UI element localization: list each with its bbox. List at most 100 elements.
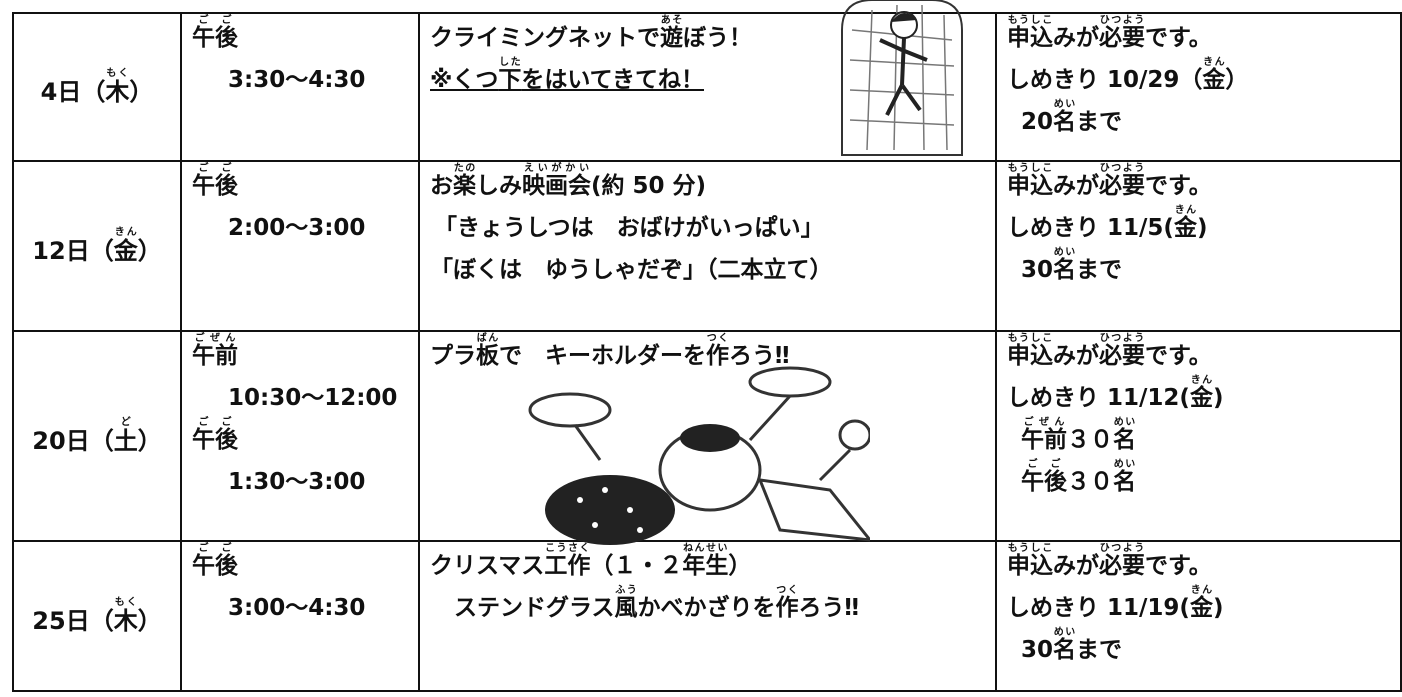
text: ） [137, 236, 162, 265]
time-cell: 午後ごご 2:00～3:00 [180, 160, 420, 332]
text: クライミングネットで [430, 25, 660, 51]
line: 午後ごご [192, 162, 418, 204]
furigana: ごご [192, 417, 238, 428]
line: 3:30～4:30 [192, 56, 418, 98]
text: ３０ [1067, 469, 1113, 495]
base-text: 年生 [682, 553, 729, 579]
furigana: きん [1173, 205, 1197, 216]
text: ) [1196, 215, 1208, 241]
text: しめきり 11/12( [1007, 385, 1190, 411]
ruby-text: 申込もうしこ [1007, 544, 1053, 580]
application-cell: 申込もうしこみが必要ひつようです。 しめきり 11/12(金きん) 午前ごぜん３０名… [995, 330, 1402, 542]
base-text: 金 [1189, 595, 1213, 621]
base-text: 板 [476, 343, 499, 369]
ruby-text: 午後ごご [192, 544, 238, 580]
ruby-text: 必要ひつよう [1099, 544, 1145, 580]
text: 3:30～4:30 [228, 67, 366, 93]
text: 「きょうしつは おばけがいっぱい」 [434, 215, 824, 241]
base-text: 午前 [192, 343, 238, 369]
furigana: きん [113, 226, 138, 238]
line: 20名めいまで [1007, 98, 1400, 140]
application-cell: 申込もうしこみが必要ひつようです。 しめきり 10/29（金きん） 20名めいまで [995, 12, 1402, 162]
base-text: 午後 [1021, 469, 1067, 495]
furigana: えいがかい [522, 163, 591, 174]
ruby-text: 工作こうさく [544, 544, 591, 580]
furigana: ひつよう [1099, 333, 1145, 344]
furigana: ごご [192, 543, 238, 554]
ruby-text: 午後ごご [192, 164, 238, 200]
line: 午後ごご [192, 542, 418, 584]
base-text: 工作 [544, 553, 591, 579]
furigana: ごぜん [1021, 417, 1067, 428]
climbing-illustration [841, 0, 963, 156]
base-text: 映画会 [522, 173, 591, 199]
text: （１・２ [590, 553, 683, 579]
line: 午前ごぜん [192, 332, 418, 374]
schedule-row: 4日（木もく） 午後ごご 3:30～4:30 クライミングネットで遊あそぼう！ ※くつ下… [12, 12, 1402, 162]
base-text: 申込 [1007, 25, 1053, 51]
line: 午後ごご３０名めい [1007, 458, 1400, 500]
ruby-text: 午後ごご [192, 418, 238, 454]
base-text: 名 [1113, 469, 1136, 495]
ruby-text: 年生ねんせい [682, 544, 729, 580]
ruby-text: 作つく [775, 586, 799, 622]
furigana: ごご [192, 15, 238, 26]
base-text: 午後 [192, 173, 238, 199]
base-text: 必要 [1099, 25, 1145, 51]
line: しめきり 11/19(金きん) [1007, 584, 1400, 626]
text: しめきり 11/19( [1007, 595, 1190, 621]
line: 申込もうしこみが必要ひつようです。 [1007, 332, 1400, 374]
base-text: 名 [1053, 257, 1077, 283]
text: ） [137, 426, 162, 455]
application-cell: 申込もうしこみが必要ひつようです。 しめきり 11/5(金きん) 30名めいまで [995, 160, 1402, 332]
ruby-text: 名めい [1053, 628, 1077, 664]
text: 20 [1021, 109, 1054, 135]
ruby-text: 金きん [1202, 58, 1226, 94]
ruby-text: 下した [498, 58, 521, 94]
ruby-text: 申込もうしこ [1007, 16, 1053, 52]
furigana: めい [1053, 627, 1077, 638]
text: 30 [1021, 637, 1054, 663]
base-text: 作 [775, 595, 799, 621]
ruby-text: 必要ひつよう [1099, 334, 1145, 370]
line: ステンドグラス風ふうかべかざりを作つくろう‼ [430, 584, 995, 626]
ruby-text: 名めい [1113, 460, 1136, 496]
line: プラ板ばんで キーホルダーを作つくろう‼ [430, 332, 995, 374]
base-text: 木 [113, 606, 138, 635]
ruby-text: 申込もうしこ [1007, 334, 1053, 370]
line: しめきり 11/12(金きん) [1007, 374, 1400, 416]
text: しみ [476, 173, 522, 199]
text: 20日（ [32, 426, 114, 455]
text: みが [1053, 25, 1099, 51]
text: 1:30～3:00 [228, 469, 366, 495]
base-text: 金 [1202, 67, 1226, 93]
ruby-text: 申込もうしこ [1007, 164, 1053, 200]
text: 30 [1021, 257, 1054, 283]
base-text: 申込 [1007, 343, 1053, 369]
ruby-text: 午後ごご [1021, 460, 1067, 496]
furigana: もく [105, 67, 130, 79]
text: で キーホルダーを [499, 343, 706, 369]
schedule-table: 4日（木もく） 午後ごご 3:30～4:30 クライミングネットで遊あそぼう！ ※くつ下… [12, 12, 1402, 692]
text: ) [1212, 595, 1224, 621]
text: ろう‼ [729, 343, 790, 369]
furigana: もうしこ [1007, 333, 1053, 344]
ruby-text: 必要ひつよう [1099, 164, 1145, 200]
furigana: した [498, 57, 522, 68]
text: ぼう！ [683, 25, 752, 51]
base-text: 必要 [1099, 173, 1145, 199]
furigana: めい [1113, 417, 1136, 428]
line: クライミングネットで遊あそぼう！ [430, 14, 995, 56]
text: (約 50 分) [591, 173, 707, 199]
text: お [430, 173, 453, 199]
line: 申込もうしこみが必要ひつようです。 [1007, 14, 1400, 56]
ruby-text: 名めい [1053, 248, 1077, 284]
base-text: 名 [1053, 637, 1077, 663]
base-text: 名 [1113, 427, 1136, 453]
furigana: ごご [1021, 459, 1067, 470]
base-text: 申込 [1007, 553, 1053, 579]
schedule-row: 12日（金きん） 午後ごご 2:00～3:00 お楽たのしみ映画会えいがかい(約 50… [12, 160, 1402, 332]
text: ステンドグラス [454, 595, 615, 621]
furigana: こうさく [544, 543, 591, 554]
